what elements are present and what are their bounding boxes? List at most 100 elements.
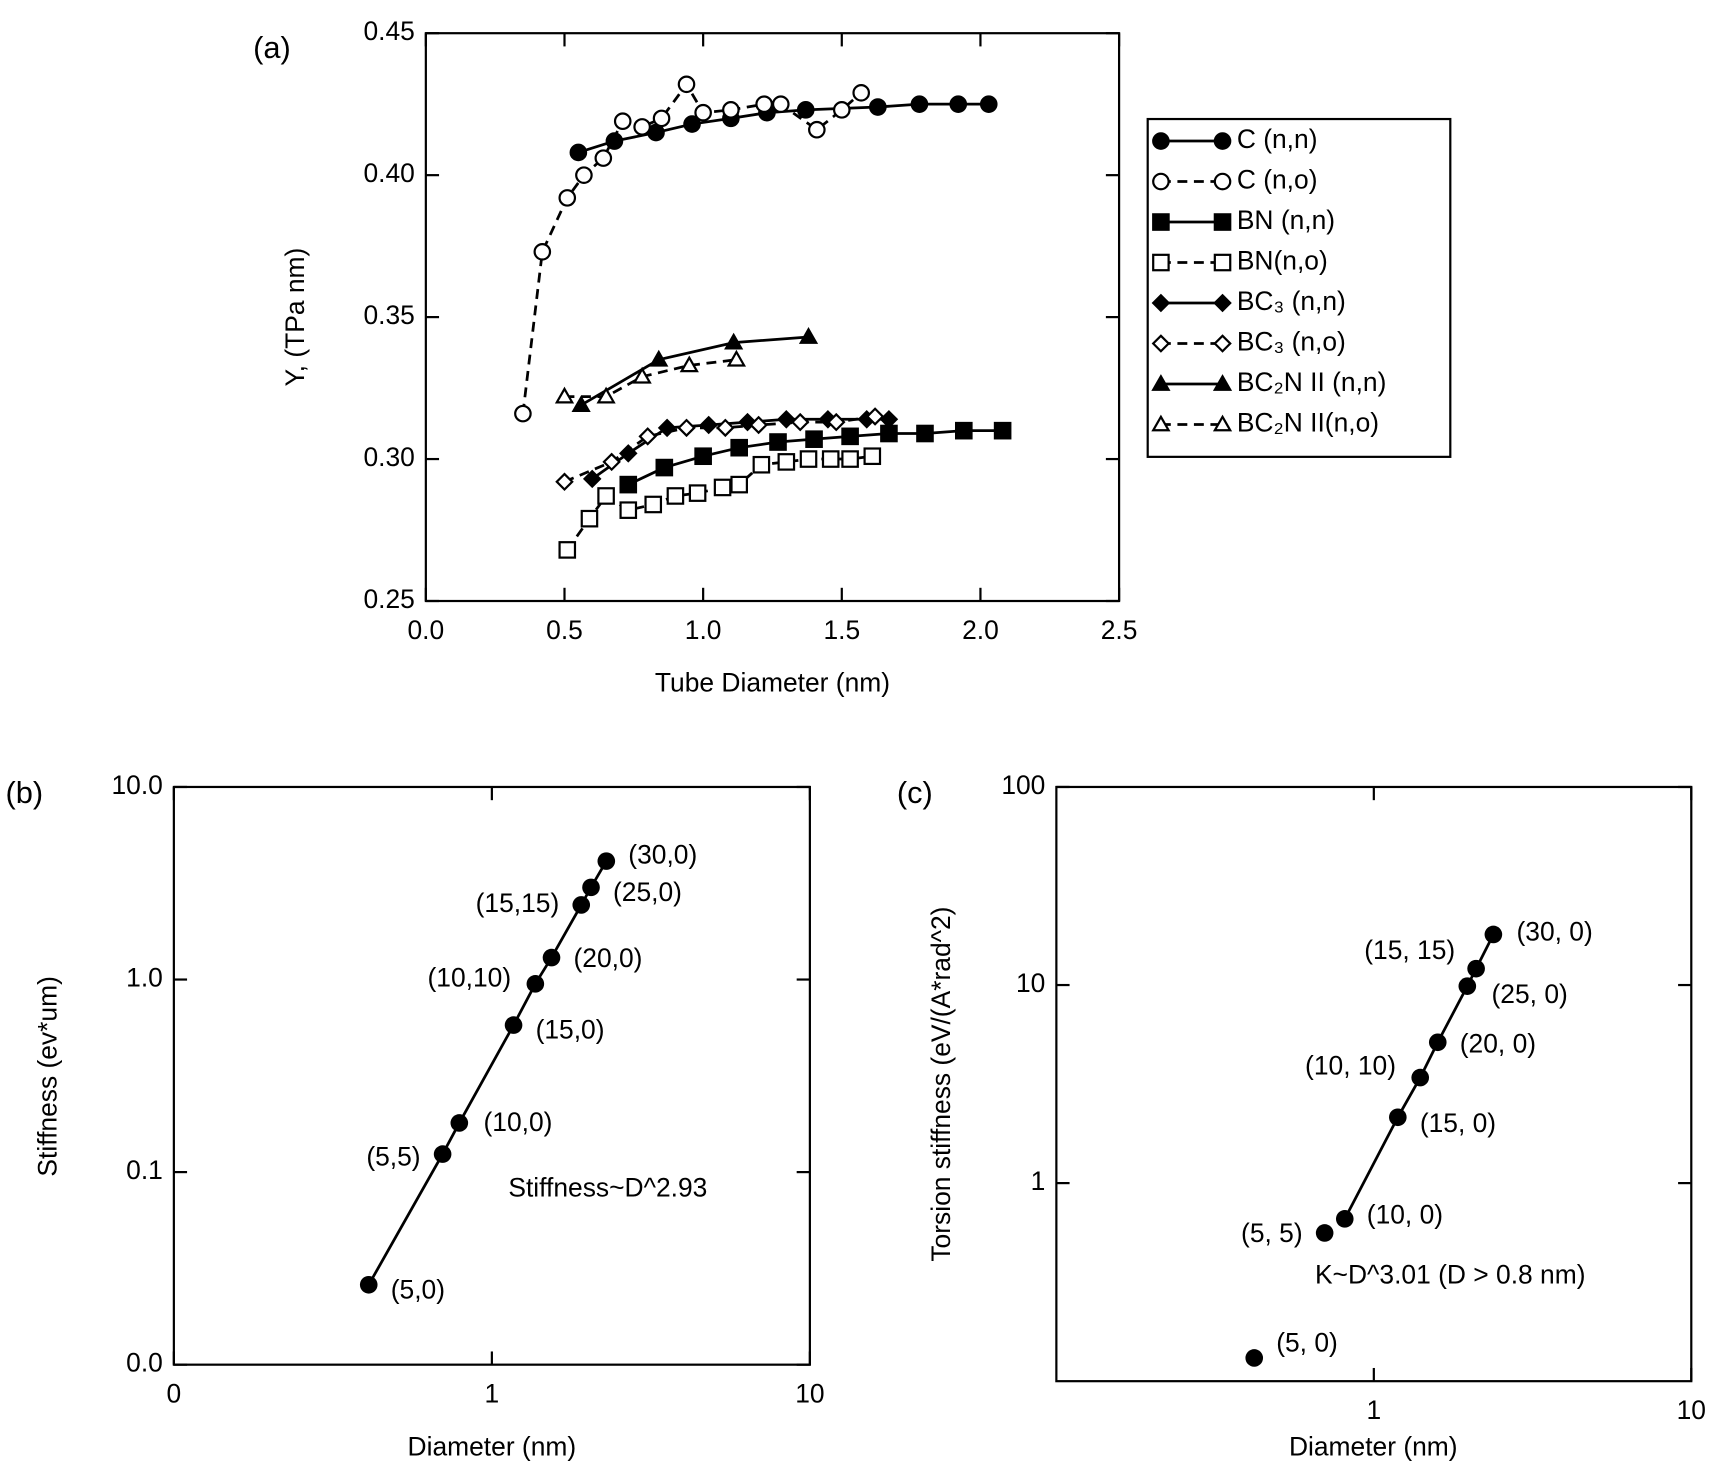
y-tick-label: 0.40 [363, 158, 414, 188]
legend-label: BC₃ (n,n) [1237, 286, 1346, 316]
marker [633, 118, 651, 136]
marker [805, 430, 823, 448]
marker [619, 501, 638, 519]
marker [841, 427, 859, 446]
plot-frame [172, 785, 811, 1366]
legend-marker [1212, 374, 1233, 391]
marker [722, 101, 740, 119]
marker [666, 487, 685, 505]
marker [694, 103, 712, 122]
marker [632, 366, 652, 384]
point-label: (5,0) [391, 1274, 445, 1304]
point [504, 1016, 523, 1034]
legend-marker [1152, 213, 1170, 231]
marker [554, 386, 575, 404]
marker [798, 327, 819, 344]
y-tick-label: 0.45 [363, 16, 414, 46]
marker [869, 98, 887, 116]
marker [652, 109, 671, 128]
marker [769, 433, 787, 451]
legend-label: BN (n,n) [1237, 205, 1335, 235]
marker [582, 469, 602, 489]
marker [799, 450, 818, 468]
marker [649, 349, 669, 367]
point [542, 948, 561, 967]
legend-label: BC₂N II (n,n) [1237, 367, 1387, 397]
y-tick-label: 0.25 [363, 584, 414, 614]
legend-label: BC₂N II(n,o) [1237, 407, 1379, 437]
point-label: (25,0) [613, 877, 682, 907]
marker [910, 95, 929, 113]
marker [771, 95, 790, 113]
marker [699, 415, 718, 435]
marker [514, 404, 532, 423]
x-tick-label: 0.0 [408, 615, 445, 645]
point [1335, 1210, 1354, 1228]
legend-marker [1213, 213, 1232, 231]
marker [832, 101, 851, 119]
marker [865, 407, 885, 426]
x-tick-label: 1 [1366, 1395, 1381, 1425]
point-label: (5,5) [366, 1141, 420, 1171]
marker [730, 438, 748, 457]
x-tick-label: 0.5 [546, 615, 583, 645]
point [572, 896, 591, 914]
x-axis-label: Tube Diameter (nm) [655, 668, 890, 698]
y-tick-label: 0.0 [126, 1348, 163, 1378]
marker [569, 143, 588, 162]
fit-line [367, 860, 608, 1286]
point [1411, 1068, 1430, 1087]
point [1467, 959, 1485, 978]
point [433, 1145, 452, 1163]
legend-marker [1213, 172, 1232, 191]
y-tick-label: 0.35 [363, 300, 414, 330]
marker [726, 349, 747, 367]
y-tick-label: 0.1 [126, 1155, 163, 1185]
marker [808, 120, 826, 139]
marker [796, 101, 815, 119]
x-tick-label: 10 [1677, 1395, 1706, 1425]
x-tick-label: 1 [485, 1378, 500, 1408]
point-label: (30, 0) [1516, 916, 1592, 946]
point-label: (10, 0) [1367, 1200, 1443, 1230]
y-axis-label: Stiffness (ev*um) [32, 976, 62, 1176]
y-tick-label: 100 [1001, 770, 1045, 800]
x-tick-label: 1.0 [685, 615, 722, 645]
marker [852, 84, 871, 102]
marker [602, 452, 621, 472]
marker [863, 447, 882, 466]
marker [638, 427, 657, 446]
legend-marker [1151, 414, 1171, 432]
marker [605, 132, 624, 150]
point-label: (10, 10) [1305, 1051, 1396, 1081]
marker [558, 541, 577, 559]
point-label: (15,0) [536, 1015, 605, 1045]
point [450, 1114, 469, 1132]
marker [777, 453, 796, 471]
legend-label: C (n,n) [1237, 124, 1318, 154]
marker [575, 166, 593, 184]
legend-marker [1212, 414, 1233, 432]
marker [555, 472, 574, 492]
marker [841, 450, 859, 468]
marker [571, 395, 591, 412]
marker [713, 478, 732, 497]
marker [644, 495, 663, 514]
marker [826, 412, 846, 432]
marker [777, 410, 796, 429]
marker [619, 444, 638, 463]
marker [655, 458, 674, 477]
legend-marker [1213, 132, 1232, 150]
marker [749, 415, 768, 435]
legend-marker [1213, 253, 1232, 272]
legend-marker [1151, 293, 1171, 313]
marker [677, 418, 696, 438]
point [1245, 1349, 1264, 1367]
marker [730, 475, 748, 494]
legend-marker [1213, 334, 1232, 353]
legend-label: BN(n,o) [1237, 245, 1328, 275]
point-label: (15,15) [476, 888, 560, 918]
legend-marker [1213, 293, 1232, 313]
x-tick-label: 10 [795, 1378, 824, 1408]
marker [677, 75, 696, 94]
